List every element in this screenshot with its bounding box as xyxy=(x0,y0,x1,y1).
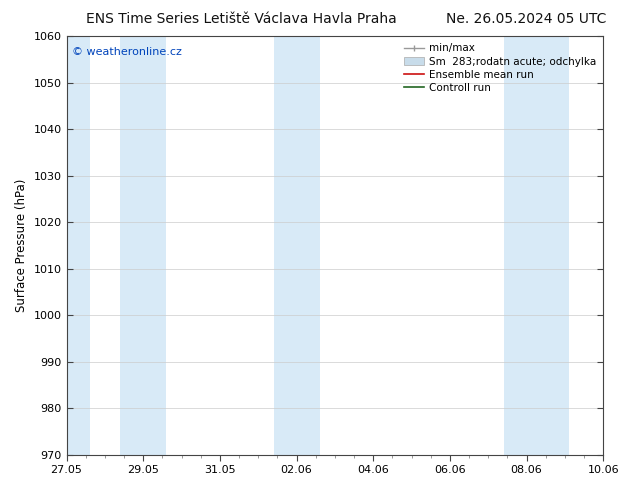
Text: Ne. 26.05.2024 05 UTC: Ne. 26.05.2024 05 UTC xyxy=(446,12,606,26)
Legend: min/max, Sm  283;rodatn acute; odchylka, Ensemble mean run, Controll run: min/max, Sm 283;rodatn acute; odchylka, … xyxy=(401,41,598,95)
Bar xyxy=(503,36,569,455)
Text: © weatheronline.cz: © weatheronline.cz xyxy=(72,47,182,57)
Y-axis label: Surface Pressure (hPa): Surface Pressure (hPa) xyxy=(15,179,28,312)
Text: ENS Time Series Letiště Václava Havla Praha: ENS Time Series Letiště Václava Havla Pr… xyxy=(86,12,396,26)
Bar xyxy=(120,36,166,455)
Bar xyxy=(63,36,89,455)
Bar xyxy=(273,36,320,455)
